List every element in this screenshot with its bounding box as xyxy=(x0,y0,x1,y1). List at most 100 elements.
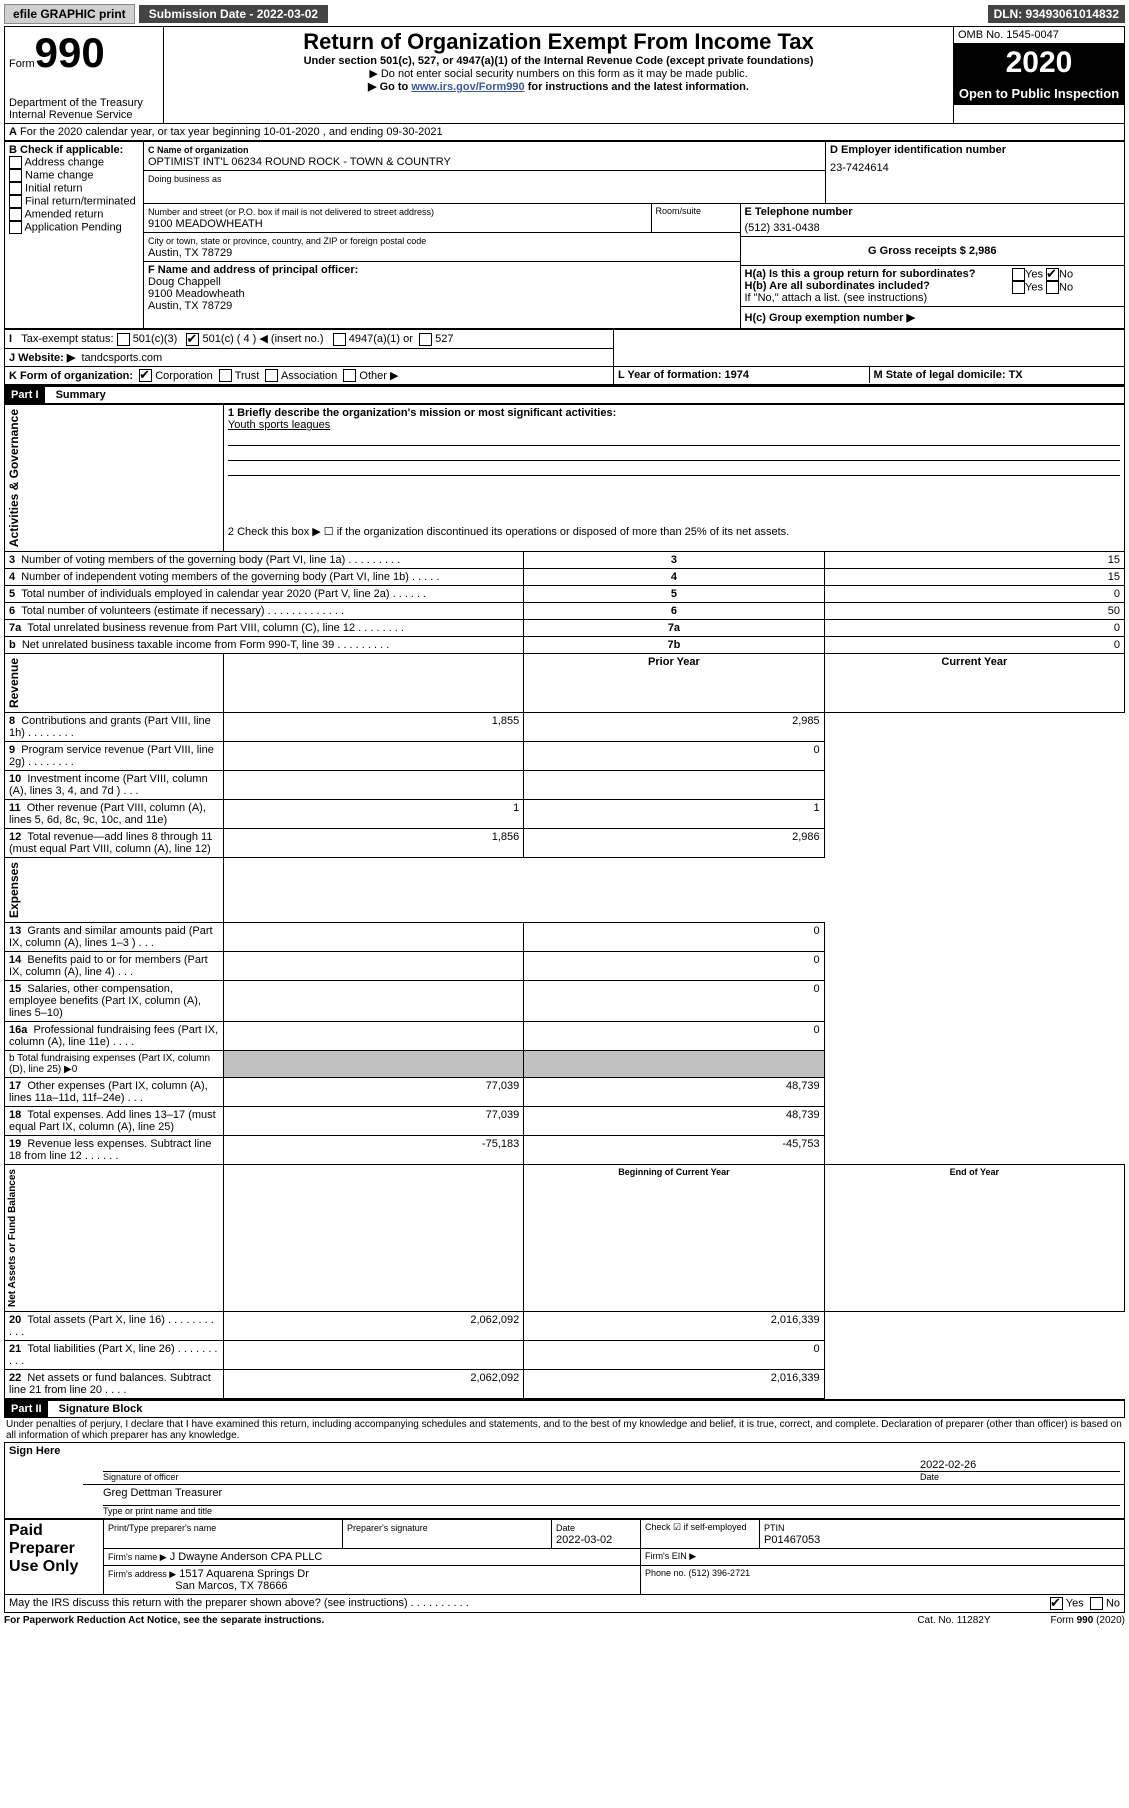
instr1: ▶ Do not enter social security numbers o… xyxy=(168,67,949,80)
phone-label: E Telephone number xyxy=(745,206,853,218)
gross-receipts: G Gross receipts $ 2,986 xyxy=(741,236,1125,265)
signature-table: Sign Here 2022-02-26 Signature of office… xyxy=(4,1442,1125,1519)
part2-header: Part II xyxy=(5,1401,48,1417)
discuss-no-checkbox[interactable] xyxy=(1090,1597,1103,1610)
name-label: C Name of organization xyxy=(148,145,249,155)
other-checkbox[interactable] xyxy=(343,369,356,382)
line-a: A For the 2020 calendar year, or tax yea… xyxy=(4,124,1125,141)
section-b-label: B Check if applicable: xyxy=(9,144,139,156)
officer-name-title: Greg Dettman Treasurer xyxy=(103,1487,1120,1506)
527-checkbox[interactable] xyxy=(419,333,432,346)
prior-year-header: Prior Year xyxy=(524,654,824,713)
perjury-text: Under penalties of perjury, I declare th… xyxy=(4,1418,1125,1442)
summary-table: Activities & Governance 1 Briefly descri… xyxy=(4,404,1125,1399)
form-title: Return of Organization Exempt From Incom… xyxy=(168,29,949,55)
dept-label: Department of the Treasury xyxy=(9,97,159,109)
ptin-label: PTIN xyxy=(764,1523,785,1533)
efile-button[interactable]: efile GRAPHIC print xyxy=(4,4,135,24)
city-value: Austin, TX 78729 xyxy=(148,247,232,259)
prep-name-label: Print/Type preparer's name xyxy=(108,1523,216,1533)
corp-checkbox[interactable] xyxy=(139,369,152,382)
beg-year-header: Beginning of Current Year xyxy=(524,1165,824,1312)
prep-sig-label: Preparer's signature xyxy=(347,1523,428,1533)
discuss-row: May the IRS discuss this return with the… xyxy=(4,1595,1125,1613)
line2: 2 Check this box ▶ ☐ if the organization… xyxy=(223,523,1124,551)
section-b-checkbox[interactable] xyxy=(9,221,22,234)
firm-addr-label: Firm's address ▶ xyxy=(108,1569,176,1579)
firm-addr2: San Marcos, TX 78666 xyxy=(175,1580,287,1592)
prior-blank xyxy=(228,656,231,668)
form-word: Form xyxy=(9,58,35,70)
sig-officer-label: Signature of officer xyxy=(103,1472,920,1482)
footer-row: For Paperwork Reduction Act Notice, see … xyxy=(4,1613,1125,1626)
sign-here-label: Sign Here xyxy=(5,1443,84,1519)
top-bar: efile GRAPHIC print Submission Date - 20… xyxy=(4,4,1125,24)
sig-date: 2022-02-26 xyxy=(920,1459,1120,1471)
instr2: ▶ Go to www.irs.gov/Form990 for instruct… xyxy=(168,80,949,93)
line1-label: 1 Briefly describe the organization's mi… xyxy=(228,407,616,419)
officer-addr1: 9100 Meadowheath xyxy=(148,288,736,300)
side-governance: Activities & Governance xyxy=(5,405,23,551)
form-number: 990 xyxy=(35,29,105,76)
tax-status-label: Tax-exempt status: xyxy=(21,333,113,345)
hb-no-checkbox[interactable] xyxy=(1046,281,1059,294)
part1-header: Part I xyxy=(5,387,45,403)
website-value: tandcsports.com xyxy=(81,352,162,364)
side-net-assets: Net Assets or Fund Balances xyxy=(5,1165,20,1311)
501c-checkbox[interactable] xyxy=(186,333,199,346)
room-label: Room/suite xyxy=(651,204,740,232)
phone-value: (512) 331-0438 xyxy=(745,222,1121,234)
discuss-yes-checkbox[interactable] xyxy=(1050,1597,1063,1610)
officer-name: Doug Chappell xyxy=(148,276,736,288)
website-label: J Website: ▶ xyxy=(9,352,75,364)
section-b-checkbox[interactable] xyxy=(9,182,22,195)
year-formation: L Year of formation: 1974 xyxy=(614,367,870,383)
firm-name-label: Firm's name ▶ xyxy=(108,1552,167,1562)
officer-label: F Name and address of principal officer: xyxy=(148,264,736,276)
assoc-checkbox[interactable] xyxy=(265,369,278,382)
section-b-checkbox[interactable] xyxy=(9,208,22,221)
prep-date: 2022-03-02 xyxy=(556,1534,612,1546)
instructions-link[interactable]: www.irs.gov/Form990 xyxy=(411,81,524,93)
section-b-checkbox[interactable] xyxy=(9,156,22,169)
mission-text: Youth sports leagues xyxy=(228,419,1120,431)
irs-label: Internal Revenue Service xyxy=(9,109,159,121)
paperwork-notice: For Paperwork Reduction Act Notice, see … xyxy=(4,1615,324,1626)
omb-label: OMB No. 1545-0047 xyxy=(954,27,1124,44)
ha-no-checkbox[interactable] xyxy=(1046,268,1059,281)
trust-checkbox[interactable] xyxy=(219,369,232,382)
check-self-employed: Check ☑ if self-employed xyxy=(641,1520,760,1549)
line16b: b Total fundraising expenses (Part IX, c… xyxy=(5,1051,224,1078)
side-revenue: Revenue xyxy=(5,654,23,712)
cat-no: Cat. No. 11282Y xyxy=(917,1615,990,1626)
ha-yes-checkbox[interactable] xyxy=(1012,268,1025,281)
city-label: City or town, state or province, country… xyxy=(148,236,426,246)
preparer-table: Paid Preparer Use Only Print/Type prepar… xyxy=(4,1519,1125,1595)
section-b-checkbox[interactable] xyxy=(9,169,22,182)
firm-addr1: 1517 Aquarena Springs Dr xyxy=(179,1568,309,1580)
entity-table: B Check if applicable: Address change Na… xyxy=(4,141,1125,329)
ha-label: H(a) Is this a group return for subordin… xyxy=(745,268,976,280)
discuss-text: May the IRS discuss this return with the… xyxy=(9,1597,469,1610)
paid-preparer-label: Paid Preparer Use Only xyxy=(5,1520,104,1595)
header-table: Form990 Department of the Treasury Inter… xyxy=(4,26,1125,124)
street-value: 9100 MEADOWHEATH xyxy=(148,218,263,230)
side-expenses: Expenses xyxy=(5,858,23,922)
4947-checkbox[interactable] xyxy=(333,333,346,346)
officer-addr2: Austin, TX 78729 xyxy=(148,300,736,312)
end-year-header: End of Year xyxy=(824,1165,1124,1312)
hb-label: H(b) Are all subordinates included? xyxy=(745,280,930,292)
date-label: Date xyxy=(920,1472,1120,1482)
org-name: OPTIMIST INT'L 06234 ROUND ROCK - TOWN &… xyxy=(148,156,451,168)
section-b-checkbox[interactable] xyxy=(9,195,22,208)
current-year-header: Current Year xyxy=(824,654,1124,713)
firm-name: J Dwayne Anderson CPA PLLC xyxy=(170,1551,323,1563)
status-table: I Tax-exempt status: 501(c)(3) 501(c) ( … xyxy=(4,329,1125,385)
part1-title: Summary xyxy=(48,389,106,401)
hb-yes-checkbox[interactable] xyxy=(1012,281,1025,294)
year-label: 2020 xyxy=(954,44,1124,82)
ein-value: 23-7424614 xyxy=(830,162,1120,174)
501c3-checkbox[interactable] xyxy=(117,333,130,346)
firm-phone: Phone no. (512) 396-2721 xyxy=(641,1566,1125,1595)
state-domicile: M State of legal domicile: TX xyxy=(870,367,1125,383)
